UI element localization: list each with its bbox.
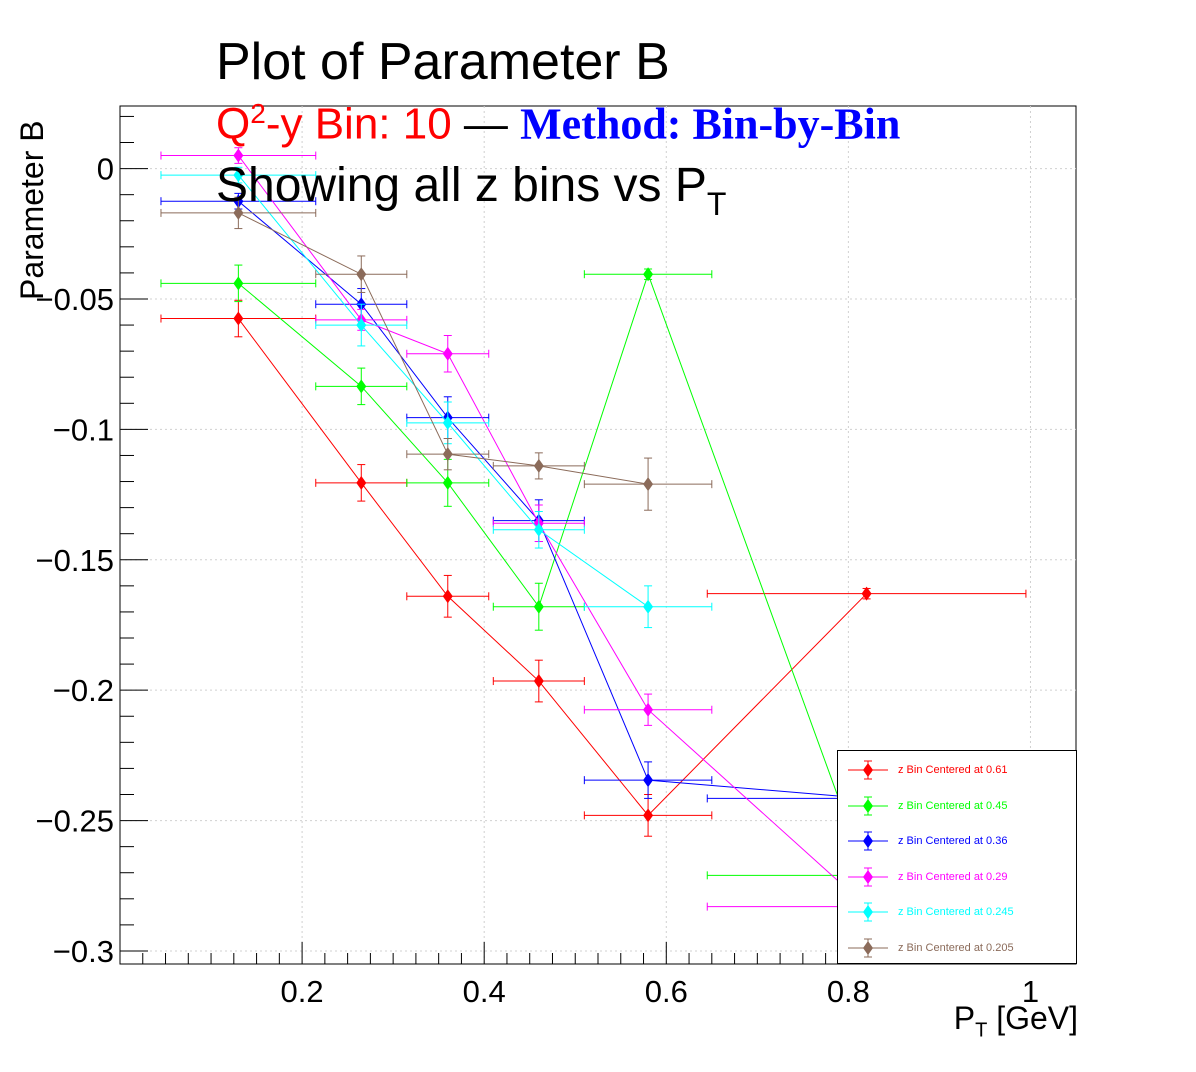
- subtitle-method: Method: Bin-by-Bin: [520, 99, 901, 149]
- data-point: [233, 205, 244, 220]
- chart-subtitle: Q2-y Bin: 10 — Method: Bin-by-Bin: [216, 98, 900, 150]
- data-point: [861, 586, 872, 601]
- chart-subtitle-2: Showing all z bins vs PT: [216, 158, 726, 222]
- y-tick-label: −0.1: [53, 412, 114, 447]
- x-tick-label: 0.8: [827, 974, 870, 1009]
- legend-entry: z Bin Centered at 0.245: [838, 902, 1076, 922]
- x-axis-title: PT [GeV]: [954, 1000, 1078, 1042]
- legend: z Bin Centered at 0.61 z Bin Centered at …: [837, 750, 1077, 964]
- legend-marker: [848, 831, 888, 851]
- series-4: [160, 166, 713, 629]
- subtitle-q-prefix: Q: [216, 99, 251, 149]
- legend-label: z Bin Centered at 0.245: [898, 906, 1014, 918]
- data-point: [442, 475, 453, 490]
- data-point: [643, 477, 654, 492]
- x-tick-label: 0.2: [281, 974, 324, 1009]
- data-point: [233, 168, 244, 183]
- data-point: [442, 447, 453, 462]
- legend-entry: z Bin Centered at 0.45: [838, 796, 1076, 816]
- legend-label: z Bin Centered at 0.36: [898, 835, 1008, 847]
- data-point: [442, 346, 453, 361]
- data-point: [533, 522, 544, 537]
- y-tick-label: 0: [97, 152, 114, 187]
- data-point: [533, 458, 544, 473]
- series-1: [160, 264, 1027, 884]
- data-point: [233, 311, 244, 326]
- y-tick-label: −0.2: [53, 673, 114, 708]
- legend-label: z Bin Centered at 0.45: [898, 799, 1008, 812]
- subtitle-dash: —: [451, 99, 521, 149]
- data-point: [533, 599, 544, 614]
- subtitle2-text: Showing all z bins vs P: [216, 159, 707, 212]
- series-line: [237, 318, 867, 817]
- series-0: [160, 299, 1027, 837]
- axis-layer: 0.2 0.4 0.6 0.8 1 0 −0.05 −0.1 −0.15 −0.2 −0.25 −0.…: [36, 115, 1077, 1009]
- legend-entry: z Bin Centered at 0.36: [838, 831, 1076, 851]
- series-line: [237, 155, 867, 907]
- y-tick-label: −0.25: [36, 804, 114, 839]
- series-5: [160, 196, 713, 511]
- legend-marker: [848, 796, 888, 815]
- x-axis-title-main: P: [953, 1000, 976, 1036]
- chart-title: Plot of Parameter B: [216, 33, 670, 91]
- y-tick-label: −0.15: [36, 543, 114, 578]
- data-point: [442, 589, 453, 604]
- legend-label: z Bin Centered at 0.61: [898, 764, 1008, 776]
- legend-entry: z Bin Centered at 0.61: [838, 760, 1076, 780]
- legend-entry: z Bin Centered at 0.205: [838, 938, 1076, 958]
- data-point: [643, 773, 654, 788]
- data-point: [643, 267, 654, 282]
- x-axis-title-unit: [GeV]: [987, 1000, 1078, 1036]
- y-axis-title: Parameter B: [14, 120, 50, 300]
- legend-marker: [848, 867, 888, 886]
- data-point: [356, 379, 367, 394]
- data-point: [533, 674, 544, 689]
- subtitle2-subscript: T: [706, 186, 727, 222]
- subtitle-q-superscript: 2: [250, 98, 266, 129]
- data-point: [643, 808, 654, 823]
- data-point: [233, 276, 244, 291]
- legend-marker: [848, 902, 888, 922]
- data-point: [356, 475, 367, 490]
- x-axis-title-sub: T: [975, 1019, 988, 1042]
- x-tick-label: 0.4: [463, 974, 506, 1009]
- legend-marker: [848, 938, 888, 957]
- y-tick-label: −0.05: [36, 282, 114, 317]
- x-tick-label: 0.6: [645, 974, 688, 1009]
- legend-entry: z Bin Centered at 0.29: [838, 867, 1076, 887]
- data-point: [643, 599, 654, 614]
- subtitle-q-bin: -y Bin: 10: [265, 99, 452, 149]
- data-point: [643, 702, 654, 717]
- data-point: [442, 415, 453, 430]
- legend-label: z Bin Centered at 0.29: [898, 870, 1008, 883]
- series-line: [238, 272, 868, 876]
- data-point: [356, 267, 367, 282]
- data-point: [356, 318, 367, 333]
- data-point: [233, 148, 244, 163]
- x-tick-label: 1: [1022, 974, 1039, 1009]
- legend-label: z Bin Centered at 0.205: [898, 941, 1014, 954]
- y-tick-label: −0.3: [53, 934, 114, 969]
- legend-marker: [848, 760, 888, 780]
